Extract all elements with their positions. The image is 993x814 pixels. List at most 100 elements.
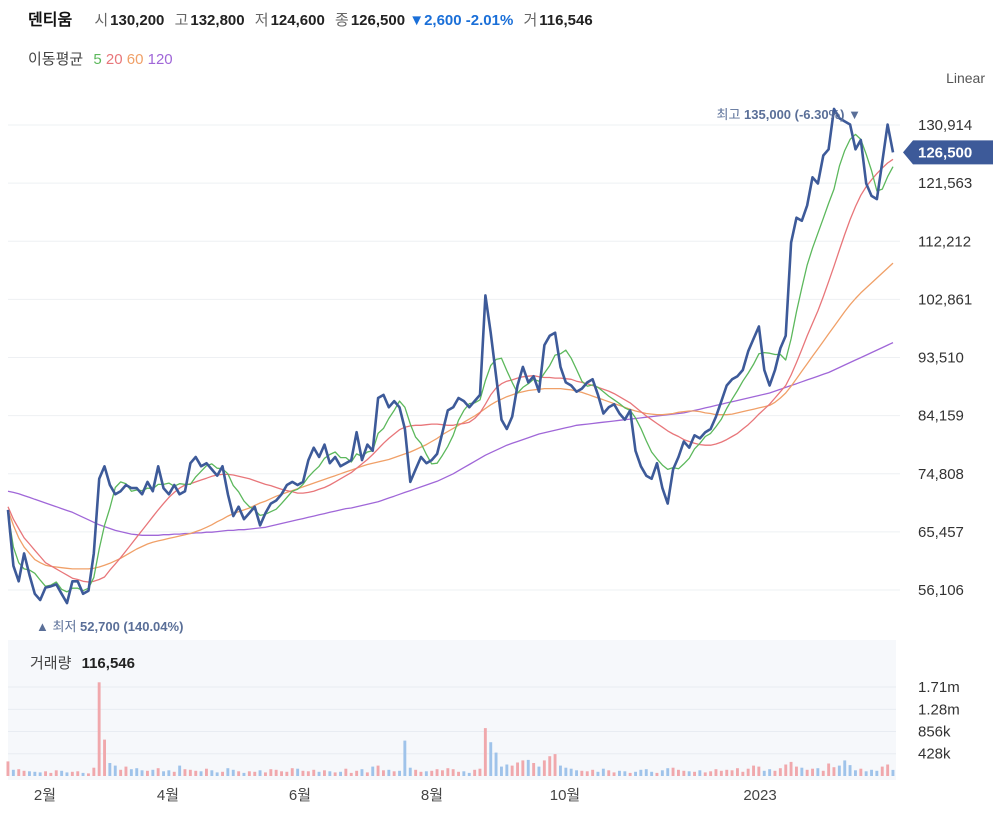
volume-bar bbox=[489, 742, 493, 776]
volume-bar bbox=[827, 763, 831, 776]
volume-bar bbox=[644, 769, 648, 776]
volume-bar bbox=[757, 766, 761, 776]
current-price-badge bbox=[903, 140, 993, 165]
volume-bar bbox=[382, 770, 385, 776]
volume-bar bbox=[129, 769, 133, 776]
volume-panel-label: 거래량 bbox=[30, 655, 72, 672]
volume-bar bbox=[49, 772, 53, 776]
current-price-label: 126,500 bbox=[918, 144, 972, 161]
volume-bar bbox=[323, 770, 326, 776]
volume-bar bbox=[795, 766, 798, 776]
volume-bar bbox=[762, 770, 766, 776]
volume-bar bbox=[274, 769, 278, 776]
ma-120-label[interactable]: 120 bbox=[147, 51, 173, 68]
open-value: 130,200 bbox=[110, 12, 165, 29]
stock-name[interactable]: 덴티움 bbox=[28, 12, 73, 29]
volume-bar bbox=[741, 771, 745, 776]
time-tick-label: 2023 bbox=[743, 787, 776, 804]
volume-bar bbox=[451, 769, 455, 776]
volume-bar bbox=[44, 771, 47, 776]
volume-bar bbox=[306, 771, 310, 776]
ma-20-line bbox=[7, 158, 894, 583]
volume-bar bbox=[854, 770, 857, 776]
volume-bar bbox=[22, 770, 26, 776]
volume-bar bbox=[146, 770, 149, 776]
volume-bar bbox=[403, 740, 407, 776]
price-tick-label: 130,914 bbox=[918, 117, 972, 134]
moving-average-label: 이동평균 bbox=[28, 51, 84, 68]
volume-bar bbox=[328, 771, 332, 776]
volume-bar bbox=[231, 769, 235, 776]
volume-bar bbox=[462, 771, 466, 776]
volume-bar bbox=[639, 769, 643, 776]
volume-bar bbox=[183, 769, 187, 776]
volume-bar bbox=[435, 769, 439, 776]
ma-60-label[interactable]: 60 bbox=[126, 51, 144, 68]
current-price-tag: 126,500 bbox=[903, 140, 993, 165]
volume-bar bbox=[848, 765, 852, 776]
volume-bar bbox=[387, 769, 391, 776]
volume-bar bbox=[618, 770, 621, 776]
volume-bar bbox=[210, 770, 214, 776]
volume-bar bbox=[789, 761, 793, 776]
volume-bar bbox=[752, 765, 755, 776]
volume-bar bbox=[344, 768, 348, 776]
volume-bar bbox=[500, 766, 503, 776]
volume-bar bbox=[430, 770, 434, 776]
volume-bar bbox=[124, 766, 128, 776]
volume-bar bbox=[569, 768, 573, 776]
volume-bar bbox=[864, 771, 868, 776]
price-tick-label: 112,212 bbox=[918, 233, 971, 250]
high-annotation: 최고 135,000 (-6.30%) ▼ bbox=[717, 104, 862, 123]
volume-bar bbox=[837, 765, 841, 776]
price-axis: 130,914 121,563 112,212 102,861 93,510 84,159… bbox=[918, 117, 972, 599]
volume-bar bbox=[719, 770, 723, 776]
time-tick-label: 10월 bbox=[550, 787, 581, 804]
volume-label: 거 bbox=[523, 12, 538, 29]
volume-bar bbox=[612, 772, 616, 776]
volume-bar bbox=[414, 769, 418, 776]
volume-bar bbox=[237, 771, 241, 776]
low-annotation-label: 최저 bbox=[52, 619, 77, 634]
ma-20-label[interactable]: 20 bbox=[105, 51, 123, 68]
volume-bar bbox=[446, 768, 450, 776]
price-tick-label: 65,457 bbox=[918, 524, 964, 541]
volume-bar bbox=[33, 771, 37, 776]
volume-bar bbox=[859, 768, 863, 776]
volume-bar bbox=[38, 772, 42, 776]
volume-bar bbox=[156, 768, 160, 776]
scale-toggle[interactable]: Linear bbox=[946, 70, 985, 86]
volume-bar bbox=[365, 772, 369, 776]
time-tick-label: 2월 bbox=[34, 787, 56, 804]
volume-value: 116,546 bbox=[539, 12, 593, 29]
price-tick-label: 121,563 bbox=[918, 175, 972, 192]
moving-average-legend[interactable]: 이동평균 5 20 60 120 bbox=[28, 48, 173, 69]
volume-bar bbox=[703, 772, 707, 776]
ma-5-label[interactable]: 5 bbox=[93, 51, 102, 68]
time-tick-label: 8월 bbox=[421, 787, 443, 804]
volume-bar bbox=[172, 771, 176, 776]
volume-bar bbox=[247, 771, 251, 776]
volume-bar bbox=[596, 771, 600, 776]
volume-bar bbox=[730, 770, 734, 776]
volume-bar bbox=[682, 770, 686, 776]
volume-bar bbox=[398, 770, 401, 776]
volume-bar bbox=[483, 728, 487, 776]
volume-bar bbox=[709, 771, 713, 776]
volume-grid bbox=[8, 686, 896, 755]
volume-bar bbox=[521, 760, 525, 776]
volume-bar bbox=[371, 766, 375, 776]
volume-bar bbox=[580, 770, 584, 776]
volume-bar bbox=[199, 771, 203, 776]
volume-bar bbox=[693, 771, 696, 776]
volume-bar bbox=[725, 769, 729, 776]
high-label: 고 bbox=[174, 12, 189, 29]
volume-bar bbox=[253, 771, 257, 776]
volume-bar bbox=[870, 769, 873, 776]
volume-bar bbox=[494, 752, 498, 776]
volume-bar bbox=[532, 763, 536, 776]
ma-5-line bbox=[7, 133, 894, 593]
volume-panel-bg bbox=[8, 640, 896, 780]
volume-bar bbox=[205, 768, 208, 776]
